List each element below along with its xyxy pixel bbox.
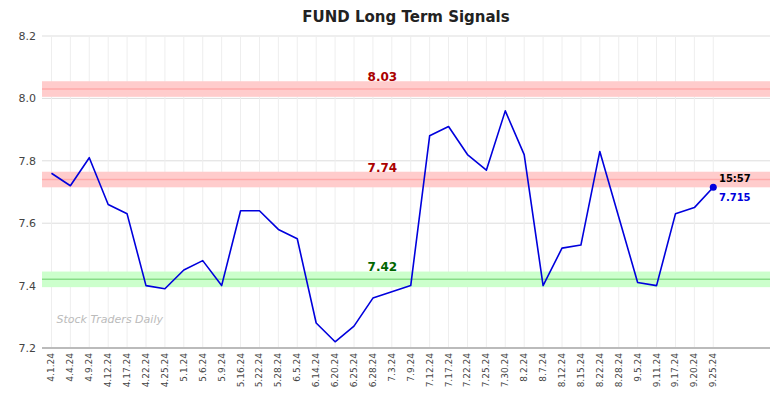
- last-time: 15:57: [719, 173, 751, 184]
- x-tick-label: 9.25.24: [708, 353, 718, 388]
- y-tick-label: 7.8: [19, 155, 37, 168]
- x-tick-label: 8.22.24: [595, 353, 605, 388]
- y-tick-label: 7.4: [19, 280, 37, 293]
- x-tick-label: 4.4.24: [65, 353, 75, 382]
- series: [51, 111, 716, 342]
- x-tick-label: 9.20.24: [689, 353, 699, 388]
- x-tick-label: 7.25.24: [481, 353, 491, 388]
- x-tick-label: 9.17.24: [670, 353, 680, 388]
- x-tick-label: 7.30.24: [500, 353, 510, 388]
- reference-line: [42, 279, 770, 281]
- x-tick-label: 8.2.24: [519, 353, 529, 382]
- line: [51, 111, 713, 342]
- x-tick-label: 9.11.24: [652, 353, 662, 388]
- band: [42, 172, 770, 188]
- x-tick-label: 8.12.24: [557, 353, 567, 388]
- grid-line: [42, 348, 770, 349]
- grid-line: [42, 223, 770, 224]
- reference-line: [42, 179, 770, 181]
- x-tick-label: 4.1.24: [46, 353, 56, 382]
- x-tick-label: 4.22.24: [141, 353, 151, 388]
- grid: [42, 36, 770, 348]
- reference-line: [42, 88, 770, 90]
- x-tick-label: 8.28.24: [614, 353, 624, 388]
- title: FUND Long Term Signals: [302, 8, 509, 26]
- last-value: 7.715: [719, 192, 751, 203]
- x-tick-label: 6.14.24: [311, 353, 321, 388]
- x-tick-label: 5.28.24: [273, 353, 283, 388]
- grid-line: [42, 98, 770, 99]
- x-tick-label: 4.9.24: [84, 353, 94, 382]
- y-tick-label: 8.2: [19, 30, 37, 43]
- x-tick-label: 5.22.24: [254, 353, 264, 388]
- chart: FUND Long Term Signals 7.2 7.4 7.6 7.8 8.0 8.2…: [0, 0, 784, 398]
- x-tick-label: 5.9.24: [217, 353, 227, 382]
- grid-line: [42, 36, 770, 37]
- annotation: 7.42: [368, 260, 398, 274]
- y-tick-label: 7.6: [19, 217, 37, 230]
- y-tick-label: 8.0: [19, 92, 37, 105]
- reference-lines: [42, 81, 770, 287]
- x-axis: [42, 348, 770, 349]
- x-tick-label: 8.15.24: [576, 353, 586, 388]
- x-tick-label: 7.9.24: [406, 353, 416, 382]
- x-tick-label: 4.17.24: [122, 353, 132, 388]
- y-tick-label: 7.2: [19, 342, 37, 355]
- x-tick-label: 6.25.24: [349, 353, 359, 388]
- x-tick-label: 5.6.24: [198, 353, 208, 382]
- annotation: 8.03: [368, 70, 398, 84]
- end-point: [710, 184, 717, 191]
- x-tick-label: 7.3.24: [387, 353, 397, 382]
- x-tick-label: 7.17.24: [444, 353, 454, 388]
- band: [42, 272, 770, 288]
- annotation: 7.74: [368, 161, 398, 175]
- x-tick-label: 7.22.24: [462, 353, 472, 388]
- grid-line: [42, 160, 770, 161]
- band: [42, 81, 770, 97]
- x-tick-label: 8.7.24: [538, 353, 548, 382]
- x-tick-label: 5.16.24: [236, 353, 246, 388]
- x-tick-label: 7.12.24: [425, 353, 435, 388]
- x-tick-label: 6.28.24: [368, 353, 378, 388]
- x-tick-label: 6.5.24: [292, 353, 302, 382]
- x-tick-label: 6.20.24: [330, 353, 340, 388]
- x-tick-label: 9.5.24: [633, 353, 643, 382]
- x-tick-label: 4.25.24: [160, 353, 170, 388]
- x-tick-label: 5.1.24: [179, 353, 189, 382]
- watermark: Stock Traders Daily: [57, 313, 164, 326]
- x-tick-label: 4.12.24: [103, 353, 113, 388]
